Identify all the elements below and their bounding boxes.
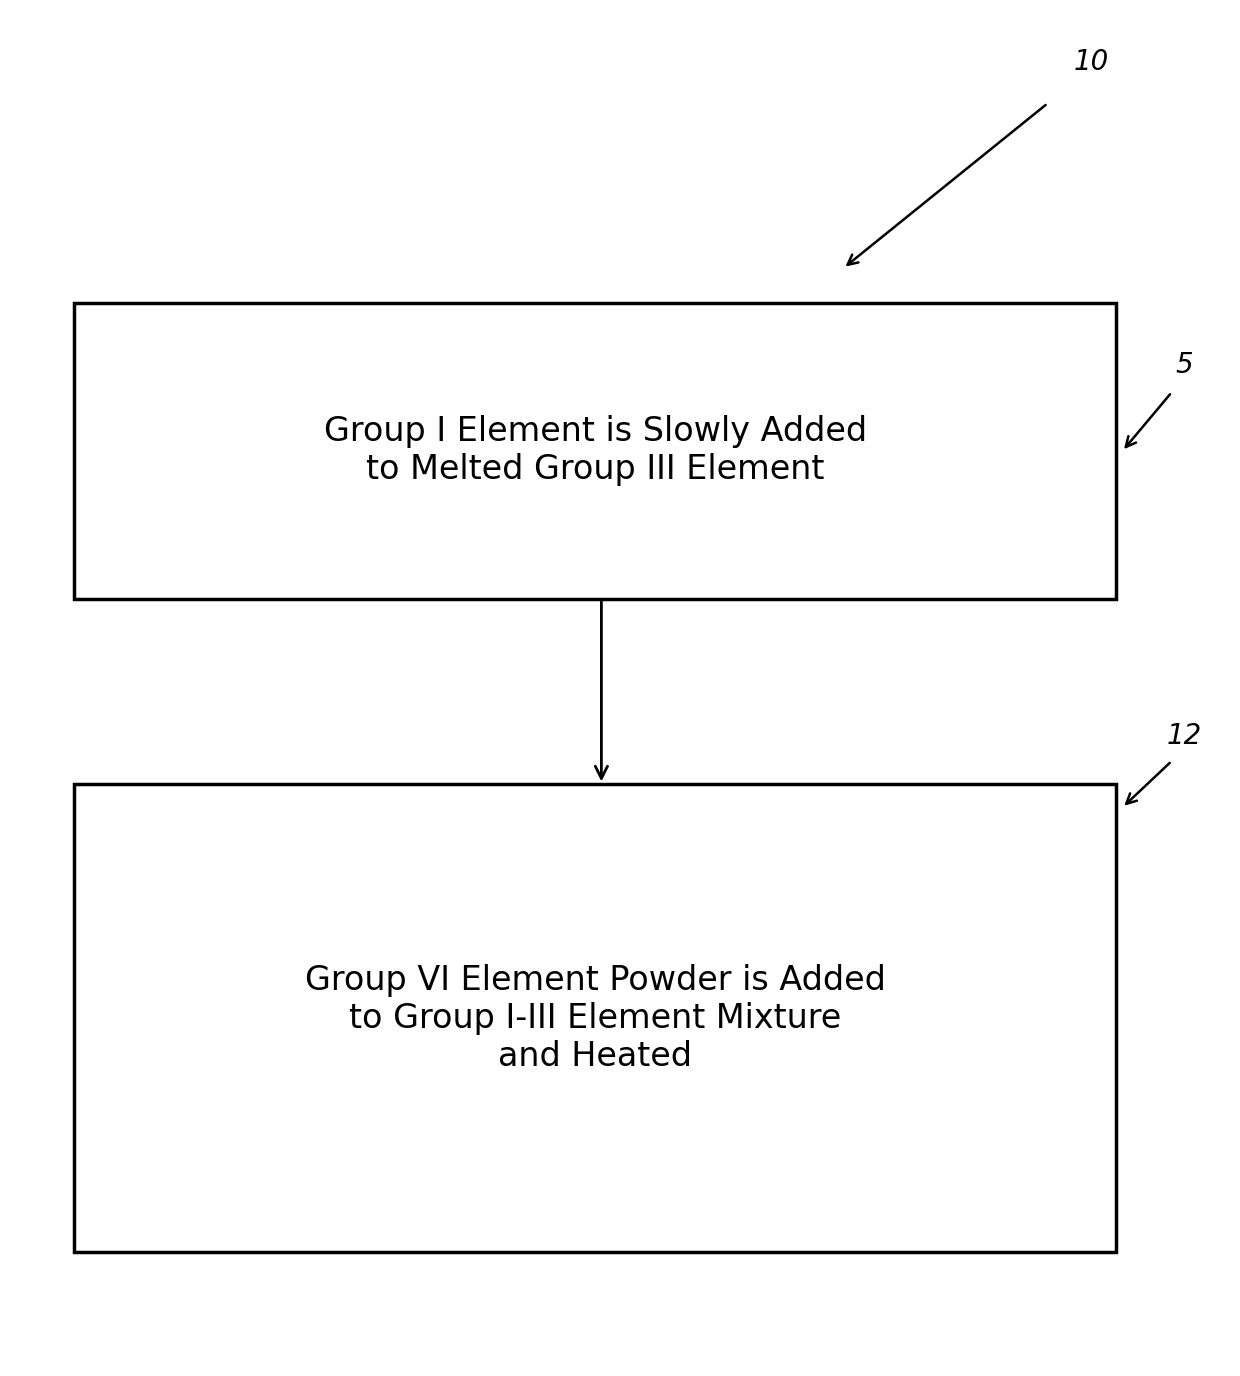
Text: 10: 10 <box>1074 48 1109 76</box>
Text: 12: 12 <box>1167 722 1202 750</box>
Bar <box>74 303 1116 599</box>
Text: 5: 5 <box>1176 351 1193 378</box>
Text: Group VI Element Powder is Added
to Group I-III Element Mixture
and Heated: Group VI Element Powder is Added to Grou… <box>305 963 885 1073</box>
Text: Group I Element is Slowly Added
to Melted Group III Element: Group I Element is Slowly Added to Melte… <box>324 416 867 486</box>
Bar <box>74 784 1116 1252</box>
